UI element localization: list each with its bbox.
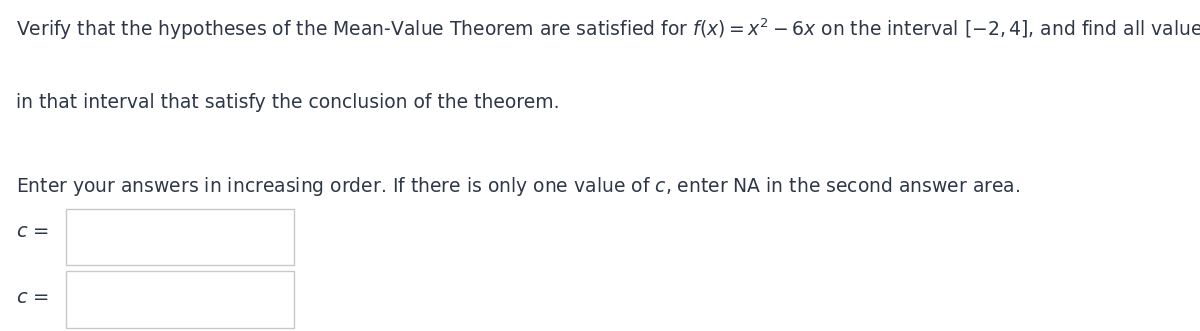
FancyBboxPatch shape	[66, 271, 294, 328]
Text: $c$ =: $c$ =	[16, 222, 49, 241]
Text: $c$ =: $c$ =	[16, 288, 49, 307]
FancyBboxPatch shape	[66, 209, 294, 265]
Text: Enter your answers in increasing order. If there is only one value of $c$, enter: Enter your answers in increasing order. …	[16, 175, 1020, 198]
Text: in that interval that satisfy the conclusion of the theorem.: in that interval that satisfy the conclu…	[16, 93, 559, 112]
Text: Verify that the hypotheses of the Mean-Value Theorem are satisfied for $f(x) = x: Verify that the hypotheses of the Mean-V…	[16, 17, 1200, 42]
